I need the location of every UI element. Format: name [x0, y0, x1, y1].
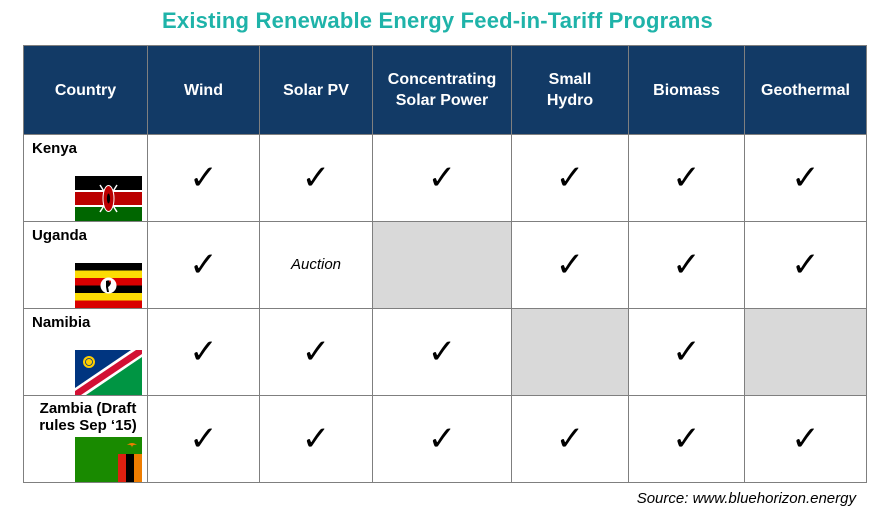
country-name: Namibia: [32, 314, 91, 331]
table-row: Zambia (Draft rules Sep ‘15) ✓ ✓ ✓ ✓ ✓ ✓: [23, 395, 867, 483]
wind-cell: ✓: [147, 221, 260, 309]
source-note: Source: www.bluehorizon.energy: [636, 490, 856, 507]
csp-cell-not-available: [372, 221, 512, 309]
col-header-csp: Concentrating Solar Power: [372, 45, 512, 135]
check-icon: ✓: [555, 419, 585, 459]
wind-cell: ✓: [147, 395, 260, 483]
header-row: Country Wind Solar PV Concentrating Sola…: [23, 45, 867, 135]
check-icon: ✓: [301, 419, 331, 459]
biomass-cell: ✓: [628, 221, 745, 309]
country-name: Zambia (Draft rules Sep ‘15): [39, 400, 137, 434]
check-icon: ✓: [427, 332, 457, 372]
wind-cell: ✓: [147, 134, 260, 222]
table-row: Uganda ✓ Auction ✓ ✓ ✓: [23, 221, 867, 309]
check-icon: ✓: [189, 245, 218, 285]
csp-cell: ✓: [372, 308, 512, 396]
col-header-geothermal: Geothermal: [744, 45, 867, 135]
country-cell: Namibia: [23, 308, 148, 396]
col-header-small-hydro: Small Hydro: [511, 45, 629, 135]
country-cell: Kenya: [23, 134, 148, 222]
feed-in-tariff-table: Country Wind Solar PV Concentrating Sola…: [23, 45, 867, 483]
small-hydro-cell: ✓: [511, 221, 629, 309]
solar-pv-cell: ✓: [259, 395, 373, 483]
kenya-flag-icon: [75, 176, 142, 221]
geothermal-cell: ✓: [744, 134, 867, 222]
table-row: Kenya ✓ ✓ ✓ ✓ ✓ ✓: [23, 134, 867, 222]
geothermal-cell-not-available: [744, 308, 867, 396]
biomass-cell: ✓: [628, 308, 745, 396]
col-header-country: Country: [23, 45, 148, 135]
zambia-flag-icon: [75, 437, 142, 482]
csp-cell: ✓: [372, 395, 512, 483]
check-icon: ✓: [555, 245, 585, 285]
table-row: Namibia ✓ ✓ ✓ ✓: [23, 308, 867, 396]
country-name: Uganda: [32, 227, 88, 244]
auction-note: Auction: [290, 256, 342, 273]
check-icon: ✓: [189, 158, 218, 198]
geothermal-cell: ✓: [744, 395, 867, 483]
small-hydro-cell: ✓: [511, 134, 629, 222]
check-icon: ✓: [791, 245, 820, 285]
solar-pv-cell: ✓: [259, 308, 373, 396]
solar-pv-cell: Auction: [259, 221, 373, 309]
check-icon: ✓: [672, 332, 701, 372]
col-header-wind: Wind: [147, 45, 260, 135]
check-icon: ✓: [672, 158, 701, 198]
country-cell: Uganda: [23, 221, 148, 309]
check-icon: ✓: [791, 419, 820, 459]
small-hydro-cell-not-available: [511, 308, 629, 396]
country-name: Kenya: [32, 140, 78, 157]
csp-cell: ✓: [372, 134, 512, 222]
check-icon: ✓: [672, 245, 701, 285]
namibia-flag-icon: [75, 350, 142, 395]
biomass-cell: ✓: [628, 134, 745, 222]
check-icon: ✓: [555, 158, 585, 198]
check-icon: ✓: [301, 332, 331, 372]
check-icon: ✓: [791, 158, 820, 198]
wind-cell: ✓: [147, 308, 260, 396]
check-icon: ✓: [427, 419, 457, 459]
uganda-flag-icon: [75, 263, 142, 308]
solar-pv-cell: ✓: [259, 134, 373, 222]
check-icon: ✓: [427, 158, 457, 198]
col-header-biomass: Biomass: [628, 45, 745, 135]
biomass-cell: ✓: [628, 395, 745, 483]
check-icon: ✓: [189, 419, 218, 459]
small-hydro-cell: ✓: [511, 395, 629, 483]
page-title: Existing Renewable Energy Feed-in-Tariff…: [162, 8, 713, 33]
check-icon: ✓: [672, 419, 701, 459]
geothermal-cell: ✓: [744, 221, 867, 309]
col-header-solar-pv: Solar PV: [259, 45, 373, 135]
country-cell: Zambia (Draft rules Sep ‘15): [23, 395, 148, 483]
check-icon: ✓: [189, 332, 218, 372]
check-icon: ✓: [301, 158, 331, 198]
